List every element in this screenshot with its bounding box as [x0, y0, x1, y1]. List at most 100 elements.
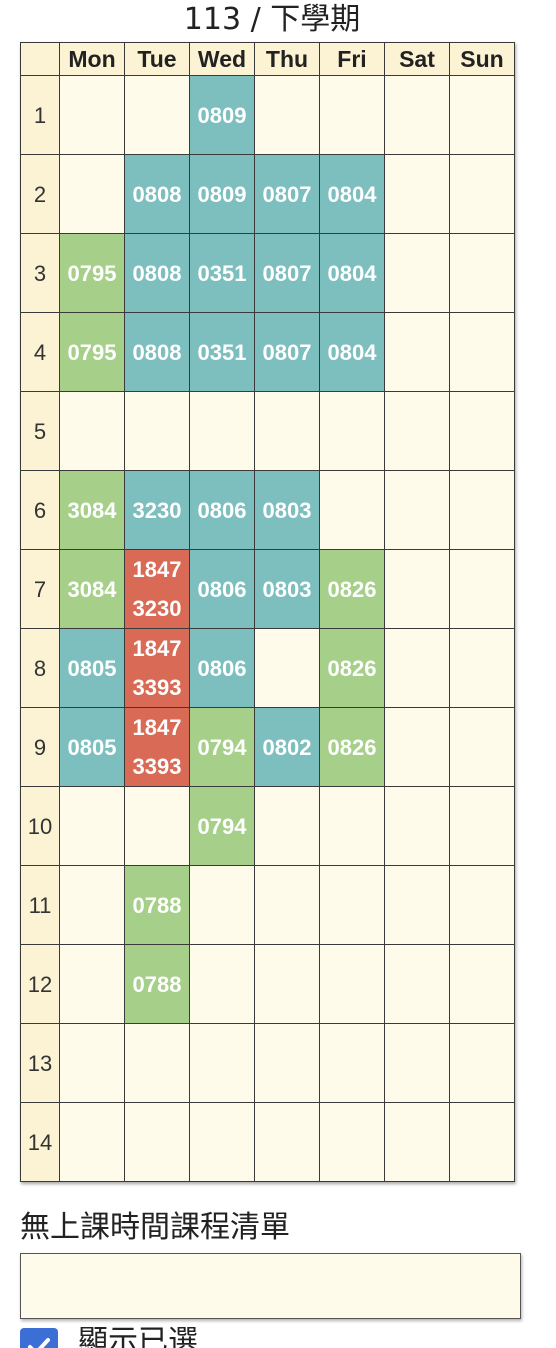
empty-slot — [254, 865, 320, 945]
course-cell[interactable]: 0788 — [124, 944, 190, 1024]
day-header-mon: Mon — [59, 42, 125, 76]
empty-slot — [319, 391, 385, 471]
course-code: 0808 — [132, 181, 182, 207]
empty-slot — [449, 154, 515, 234]
empty-slot — [384, 865, 450, 945]
course-cell[interactable]: 0805 — [59, 628, 125, 708]
empty-slot — [59, 154, 125, 234]
empty-slot — [319, 1023, 385, 1103]
empty-slot — [384, 312, 450, 392]
period-number: 5 — [20, 391, 60, 471]
course-cell[interactable]: 0794 — [189, 786, 255, 866]
empty-slot — [124, 786, 190, 866]
course-cell[interactable]: 0808 — [124, 154, 190, 234]
course-cell[interactable]: 0809 — [189, 75, 255, 155]
empty-slot — [254, 75, 320, 155]
empty-slot — [449, 786, 515, 866]
course-code: 0804 — [327, 260, 377, 286]
course-code: 0788 — [132, 892, 182, 918]
empty-slot — [319, 786, 385, 866]
course-cell[interactable]: 0806 — [189, 628, 255, 708]
course-cell[interactable]: 0794 — [189, 707, 255, 787]
course-cell[interactable]: 0807 — [254, 312, 320, 392]
course-cell[interactable]: 0788 — [124, 865, 190, 945]
course-cell[interactable]: 0795 — [59, 312, 125, 392]
course-cell[interactable]: 0807 — [254, 154, 320, 234]
empty-slot — [189, 1023, 255, 1103]
course-cell[interactable]: 0351 — [189, 312, 255, 392]
course-cell[interactable]: 0808 — [124, 312, 190, 392]
course-cell[interactable]: 3230 — [124, 470, 190, 550]
course-cell[interactable]: 0795 — [59, 233, 125, 313]
period-row: 8 0805 1847 3393 0806 0826 — [20, 628, 515, 708]
period-number: 9 — [20, 707, 60, 787]
empty-slot — [384, 391, 450, 471]
course-code: 1847 — [132, 715, 182, 740]
empty-slot — [124, 391, 190, 471]
course-cell[interactable]: 0826 — [319, 628, 385, 708]
period-row: 3 0795 0808 0351 0807 0804 — [20, 233, 515, 313]
course-cell[interactable]: 0806 — [189, 549, 255, 629]
course-cell[interactable]: 3084 — [59, 549, 125, 629]
empty-slot — [384, 154, 450, 234]
course-cell[interactable]: 0806 — [189, 470, 255, 550]
course-cell[interactable]: 1847 3230 — [124, 549, 190, 629]
day-header-fri: Fri — [319, 42, 385, 76]
empty-slot — [449, 75, 515, 155]
course-cell[interactable]: 0805 — [59, 707, 125, 787]
empty-slot — [449, 1102, 515, 1182]
empty-slot — [59, 391, 125, 471]
course-cell[interactable]: 0807 — [254, 233, 320, 313]
course-cell[interactable]: 0809 — [189, 154, 255, 234]
corner-cell — [20, 42, 60, 76]
day-header-sun: Sun — [449, 42, 515, 76]
course-code: 0788 — [132, 971, 182, 997]
empty-slot — [59, 75, 125, 155]
period-number: 6 — [20, 470, 60, 550]
timetable-header: Mon Tue Wed Thu Fri Sat Sun — [20, 42, 515, 76]
course-cell[interactable]: 0351 — [189, 233, 255, 313]
period-row: 4 0795 0808 0351 0807 0804 — [20, 312, 515, 392]
period-number: 11 — [20, 865, 60, 945]
course-code: 0807 — [262, 181, 312, 207]
period-number: 1 — [20, 75, 60, 155]
course-cell[interactable]: 3084 — [59, 470, 125, 550]
empty-slot — [59, 786, 125, 866]
show-selected-checkbox[interactable] — [20, 1328, 58, 1348]
period-row: 2 0808 0809 0807 0804 — [20, 154, 515, 234]
course-code: 0351 — [197, 339, 247, 365]
course-cell[interactable]: 0826 — [319, 549, 385, 629]
course-cell[interactable]: 0826 — [319, 707, 385, 787]
course-cell[interactable]: 0808 — [124, 233, 190, 313]
empty-slot — [319, 1102, 385, 1182]
course-code: 1847 — [132, 557, 182, 582]
course-code: 0826 — [327, 655, 377, 681]
period-number: 3 — [20, 233, 60, 313]
course-cell[interactable]: 1847 3393 — [124, 628, 190, 708]
course-code: 3230 — [132, 497, 182, 523]
course-code: 0807 — [262, 339, 312, 365]
course-code: 3084 — [67, 576, 117, 602]
empty-slot — [384, 233, 450, 313]
course-code: 0805 — [67, 734, 117, 760]
empty-slot — [319, 865, 385, 945]
course-cell[interactable]: 1847 3393 — [124, 707, 190, 787]
course-cell[interactable]: 0802 — [254, 707, 320, 787]
empty-slot — [319, 944, 385, 1024]
course-code: 1847 — [132, 636, 182, 661]
course-cell[interactable]: 0804 — [319, 233, 385, 313]
course-cell[interactable]: 0803 — [254, 470, 320, 550]
empty-slot — [59, 865, 125, 945]
course-cell[interactable]: 0804 — [319, 154, 385, 234]
course-cell[interactable]: 0803 — [254, 549, 320, 629]
course-code: 0803 — [262, 576, 312, 602]
period-row: 11 0788 — [20, 865, 515, 945]
show-selected-label: 顯示已選 — [78, 1324, 198, 1348]
empty-slot — [384, 470, 450, 550]
period-row: 6 3084 3230 0806 0803 — [20, 470, 515, 550]
empty-slot — [449, 312, 515, 392]
course-cell[interactable]: 0804 — [319, 312, 385, 392]
empty-slot — [449, 233, 515, 313]
course-code: 0794 — [197, 813, 247, 839]
